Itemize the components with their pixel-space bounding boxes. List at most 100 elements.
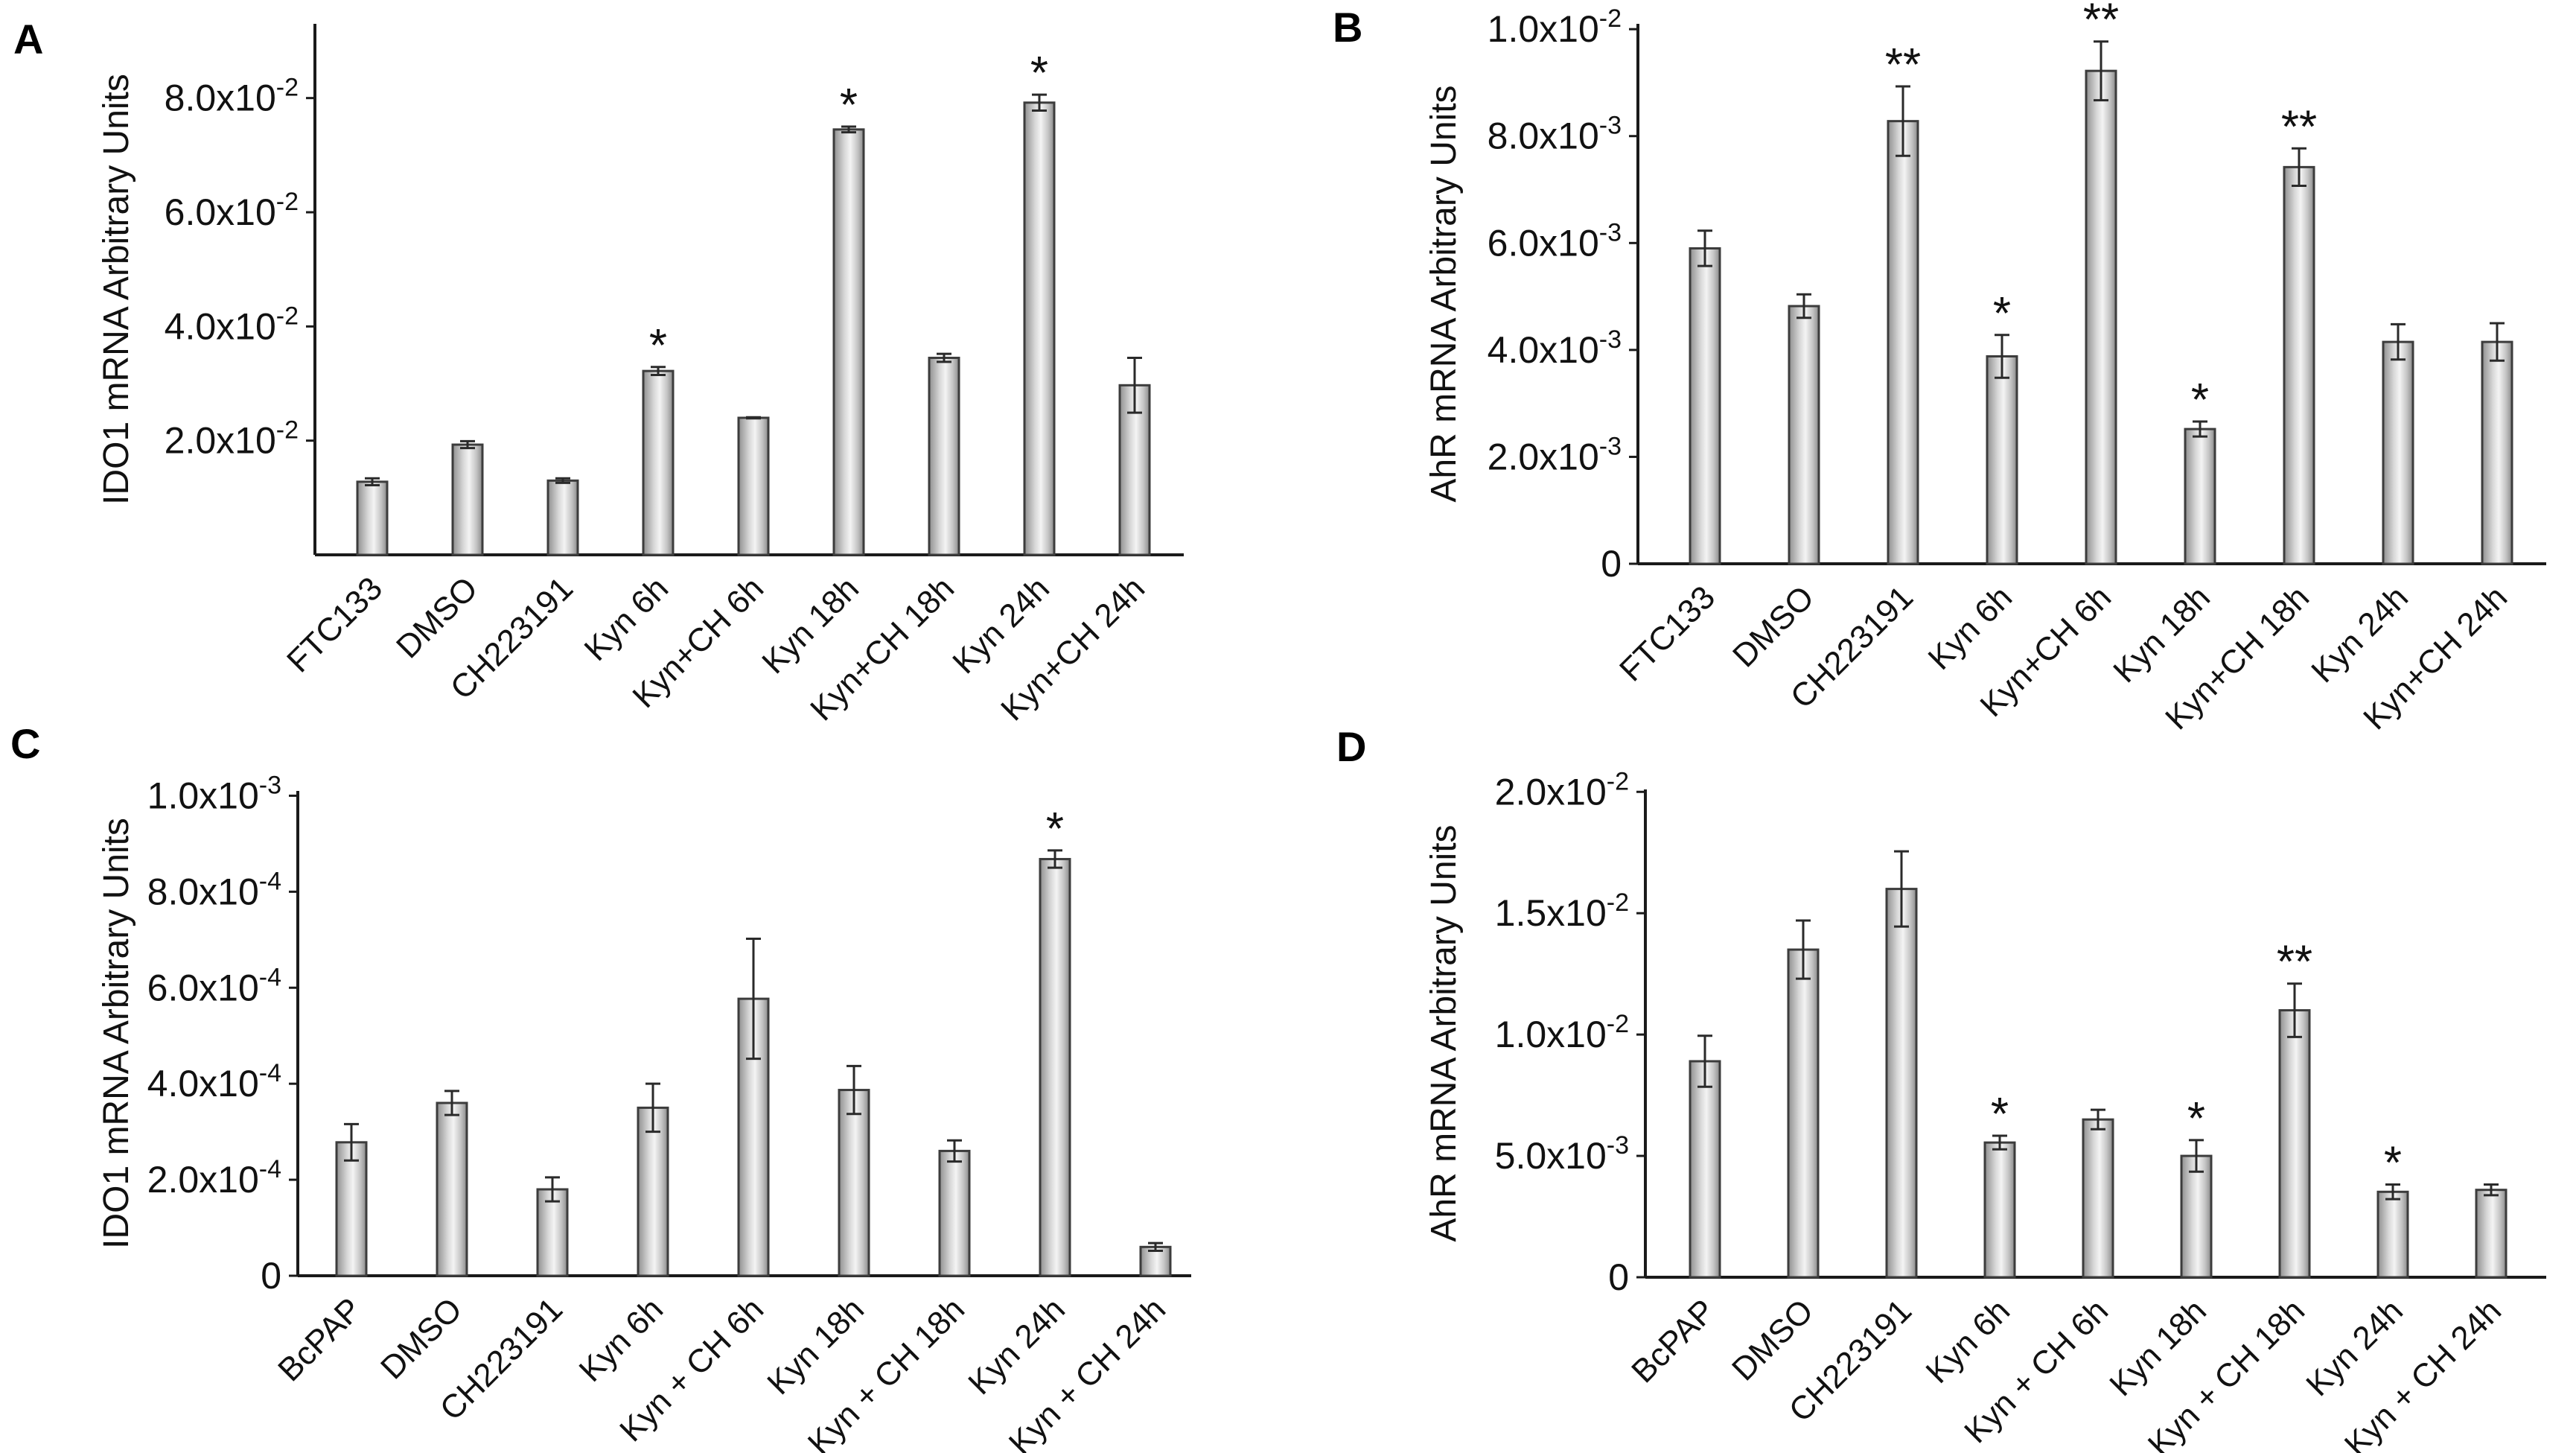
y-tick-label: 1.0x10-2 (1488, 4, 1622, 50)
bar (2283, 165, 2315, 565)
error-bar (1796, 293, 1811, 319)
error-bar (2385, 1183, 2400, 1201)
error-bar (1697, 1034, 1712, 1088)
bar (928, 357, 960, 556)
panel-letter: A (13, 16, 43, 63)
bar (1885, 888, 1918, 1279)
panel-letter: C (10, 720, 40, 767)
significance-mark: ** (2281, 101, 2317, 153)
bar (1689, 1060, 1721, 1279)
panel-letter: B (1333, 4, 1362, 51)
error-bar (2287, 982, 2302, 1038)
error-bar (344, 1122, 359, 1162)
error-bar (2193, 420, 2207, 438)
significance-mark: ** (1885, 39, 1921, 91)
error-bar (1048, 849, 1062, 869)
y-tick-label: 2.0x10-2 (1495, 767, 1629, 813)
category-label: FTC133 (1613, 579, 1722, 688)
significance-mark: * (2191, 375, 2209, 426)
error-bar (2484, 1183, 2499, 1197)
y-tick-label: 0 (1601, 543, 1622, 585)
y-tick-label: 8.0x10-3 (1488, 112, 1622, 157)
error-bar (1127, 357, 1142, 414)
error-bar (545, 1176, 560, 1203)
bar (2278, 1009, 2311, 1279)
bar (2382, 340, 2414, 565)
error-bar (1148, 1241, 1163, 1252)
bar (1787, 948, 1820, 1279)
y-tick-label: 6.0x10-3 (1488, 218, 1622, 264)
significance-mark: ** (2083, 0, 2119, 46)
bar (451, 443, 484, 556)
category-label: DMSO (1725, 1292, 1820, 1387)
category-label: Kyn 6h (1922, 579, 2020, 677)
significance-mark: * (649, 320, 667, 372)
significance-mark: * (2187, 1093, 2205, 1145)
error-bar (1697, 229, 1712, 267)
bar (2082, 1118, 2114, 1279)
panel-letter: D (1336, 723, 1366, 770)
category-label: BcPAP (271, 1291, 369, 1388)
bar (1788, 305, 1820, 565)
significance-mark: * (1991, 1089, 2009, 1140)
bar (1983, 1141, 2016, 1279)
bar (832, 128, 865, 556)
error-bar (746, 416, 761, 420)
y-tick-label: 0 (261, 1255, 281, 1297)
bar (642, 369, 675, 556)
bar (1986, 354, 2018, 565)
bar (2085, 69, 2117, 565)
error-bar (1894, 850, 1909, 928)
bar (637, 1106, 669, 1277)
bar (2180, 1154, 2213, 1279)
error-bar (555, 477, 570, 484)
error-bar (651, 366, 666, 376)
y-tick-label: 2.0x10-4 (147, 1155, 281, 1201)
error-bar (645, 1082, 660, 1134)
y-tick-label: 6.0x10-4 (147, 963, 281, 1008)
panel-b: B AhR mRNA Arbitrary Units 0 2.0x10-3 4.0x10… (1333, 0, 2546, 737)
significance-mark: * (1030, 48, 1048, 99)
y-axis-label: AhR mRNA Arbitrary Units (1424, 85, 1464, 502)
bar (838, 1089, 870, 1277)
error-bar (937, 352, 951, 363)
error-bar (460, 439, 475, 450)
category-label: Kyn 6h (1919, 1292, 2018, 1390)
significance-mark: ** (2277, 937, 2312, 988)
y-tick-label: 4.0x10-2 (165, 302, 299, 347)
category-label: FTC133 (280, 570, 389, 679)
panel-a: A IDO1 mRNA Arbitrary Units 2.0x10-2 4.0x10… (13, 16, 1184, 728)
y-tick-label: 1.0x10-3 (147, 771, 281, 816)
significance-mark: * (840, 80, 858, 131)
y-tick-label: 2.0x10-3 (1488, 432, 1622, 477)
error-bar (2292, 147, 2306, 187)
error-bar (1992, 1134, 2007, 1151)
y-tick-label: 5.0x10-3 (1495, 1131, 1629, 1177)
error-bar (2094, 40, 2108, 102)
error-bar (1032, 93, 1047, 112)
y-axis-label: IDO1 mRNA Arbitrary Units (97, 74, 136, 505)
significance-mark: * (1046, 804, 1064, 855)
bar (2475, 1189, 2508, 1279)
bar (1887, 120, 1919, 565)
y-tick-label: 8.0x10-2 (165, 74, 299, 119)
y-tick-label: 8.0x10-4 (147, 867, 281, 912)
y-tick-label: 4.0x10-3 (1488, 325, 1622, 371)
y-tick-label: 4.0x10-4 (147, 1059, 281, 1104)
error-bar (444, 1090, 459, 1116)
error-bar (2091, 1108, 2105, 1131)
bar (2481, 340, 2513, 565)
bar (2184, 427, 2216, 565)
bar (938, 1149, 971, 1277)
y-tick-label: 0 (1608, 1256, 1629, 1298)
error-bar (841, 125, 856, 134)
error-bar (1796, 919, 1811, 980)
bar (356, 480, 389, 556)
y-tick-label: 2.0x10-2 (165, 416, 299, 462)
significance-mark: * (1993, 288, 2011, 340)
error-bar (947, 1139, 962, 1163)
error-bar (365, 477, 380, 486)
y-tick-label: 6.0x10-2 (165, 188, 299, 233)
bar (436, 1101, 468, 1277)
